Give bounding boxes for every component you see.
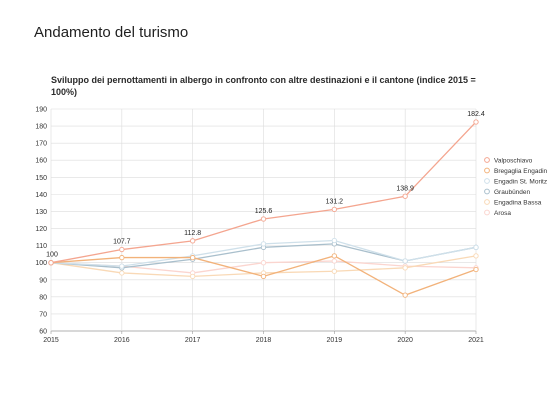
x-tick-label: 2016 <box>114 337 130 344</box>
legend-marker <box>484 157 490 163</box>
data-point-valposchiavo <box>473 119 479 125</box>
data-point-valposchiavo <box>190 238 196 244</box>
chart-axes: 60 70 80 90 100 110 120 130 140 150 160 170 180 190 20… <box>35 107 484 345</box>
y-tick-label: 180 <box>35 124 47 131</box>
legend-marker <box>484 209 490 216</box>
chart-series <box>48 119 479 298</box>
data-label: 100 <box>46 252 58 259</box>
data-point-engadina-bassa <box>331 268 337 274</box>
chart-legend: Valposchiavo Bregaglia Engadin Engadin St.… <box>484 157 548 217</box>
legend-entry: Graubünden <box>494 189 531 196</box>
y-tick-label: 140 <box>35 192 47 199</box>
page-title: Andamento del turismo <box>34 24 189 41</box>
chart-data-labels: 100 107.7 112.8 125.6 131.2 138.9 182.4 <box>46 111 485 259</box>
legend-marker <box>484 199 490 205</box>
data-point-engadina-bassa <box>402 265 408 271</box>
data-point-valposchiavo <box>119 246 125 253</box>
legend-entry: Engadin St. Moritz <box>494 178 547 185</box>
y-tick-label: 160 <box>35 158 47 165</box>
data-point-valposchiavo <box>331 206 337 213</box>
legend-entry: Arosa <box>494 210 511 217</box>
data-point-engadin-st-moritz <box>402 258 408 264</box>
legend-entry: Bregaglia Engadin <box>494 168 548 175</box>
data-point-bregaglia-engadin <box>331 253 337 259</box>
y-tick-label: 60 <box>39 329 47 336</box>
y-tick-label: 190 <box>35 107 47 114</box>
y-tick-label: 70 <box>39 311 47 318</box>
data-point-arosa <box>331 258 337 264</box>
legend-marker <box>484 167 490 174</box>
y-tick-label: 110 <box>36 243 47 250</box>
legend-marker <box>484 178 490 184</box>
data-point-engadin-st-moritz <box>260 241 267 247</box>
legend-marker <box>484 188 490 195</box>
y-tick-label: 90 <box>39 277 47 284</box>
data-label: 107.7 <box>113 239 131 246</box>
x-tick-label: 2020 <box>397 337 413 344</box>
data-point-engadin-st-moritz <box>331 237 337 244</box>
data-label: 138.9 <box>396 185 414 192</box>
data-label: 112.8 <box>184 230 201 237</box>
y-tick-label: 130 <box>35 209 47 216</box>
data-point-bregaglia-engadin <box>260 273 267 280</box>
data-point-valposchiavo <box>402 193 408 199</box>
x-tick-label: 2017 <box>185 337 201 344</box>
data-point-engadin-st-moritz <box>473 244 479 250</box>
data-point-bregaglia-engadin <box>402 292 408 298</box>
x-tick-label: 2021 <box>468 337 484 344</box>
data-point-bregaglia-engadin <box>190 254 196 261</box>
y-tick-label: 100 <box>35 260 47 267</box>
x-tick-label: 2019 <box>327 337 343 344</box>
data-point-valposchiavo <box>260 216 267 222</box>
chart-title: Sviluppo dei pernottamenti in albergo in… <box>51 75 476 97</box>
y-tick-label: 80 <box>39 294 47 301</box>
data-point-engadina-bassa <box>119 270 125 276</box>
data-point-engadina-bassa <box>190 273 196 280</box>
data-label: 125.6 <box>255 208 273 215</box>
data-point-bregaglia-engadin <box>119 254 125 261</box>
y-tick-label: 120 <box>35 226 47 233</box>
y-tick-label: 170 <box>35 141 47 148</box>
data-point-bregaglia-engadin <box>473 266 479 273</box>
data-point-valposchiavo <box>48 260 54 266</box>
data-point-arosa <box>260 260 267 266</box>
data-point-engadin-st-moritz <box>119 263 125 269</box>
legend-entry: Valposchiavo <box>494 157 533 164</box>
y-tick-label: 150 <box>35 175 47 182</box>
data-label: 131.2 <box>326 198 344 205</box>
data-label: 182.4 <box>467 111 485 118</box>
data-point-engadina-bassa <box>473 253 479 259</box>
legend-entry: Engadina Bassa <box>494 199 542 206</box>
x-tick-label: 2018 <box>256 337 272 344</box>
x-tick-label: 2015 <box>43 337 59 344</box>
